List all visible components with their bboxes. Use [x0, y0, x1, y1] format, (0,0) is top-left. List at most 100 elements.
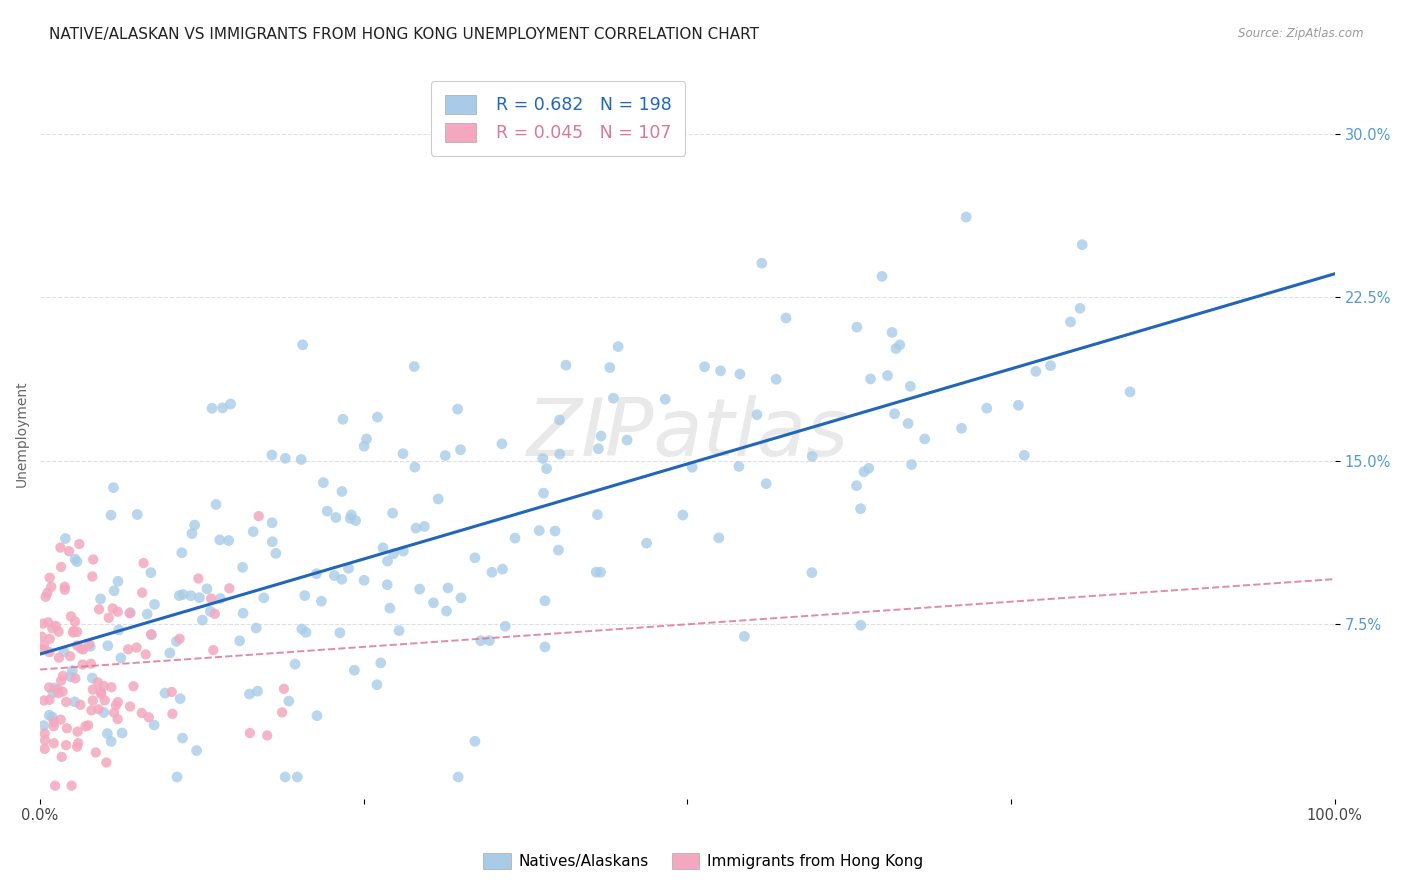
- Point: [66, 739, 89, 754]
- Point: [59, 670, 82, 684]
- Point: [437, 581, 460, 595]
- Point: [491, 562, 513, 576]
- Point: [356, 432, 378, 446]
- Point: [284, 657, 307, 672]
- Point: [62, 625, 84, 640]
- Point: [262, 516, 284, 530]
- Point: [49, 541, 72, 555]
- Point: [353, 574, 375, 588]
- Point: [853, 465, 876, 479]
- Point: [56, 721, 79, 735]
- Point: [84, 746, 107, 760]
- Point: [494, 619, 516, 633]
- Point: [34, 726, 56, 740]
- Point: [264, 546, 287, 560]
- Point: [58, 544, 80, 558]
- Point: [889, 338, 911, 352]
- Point: [172, 731, 194, 745]
- Point: [139, 566, 162, 580]
- Point: [62, 624, 84, 638]
- Point: [330, 572, 353, 586]
- Point: [339, 511, 361, 525]
- Point: [201, 401, 224, 416]
- Point: [450, 442, 472, 457]
- Point: [636, 536, 658, 550]
- Point: [589, 429, 612, 443]
- Point: [69, 698, 91, 712]
- Point: [111, 726, 134, 740]
- Point: [413, 519, 436, 533]
- Point: [343, 663, 366, 677]
- Point: [131, 706, 153, 720]
- Point: [976, 401, 998, 416]
- Point: [312, 475, 335, 490]
- Point: [353, 439, 375, 453]
- Point: [392, 544, 415, 558]
- Point: [77, 718, 100, 732]
- Point: [42, 719, 65, 733]
- Point: [66, 724, 89, 739]
- Point: [39, 580, 62, 594]
- Point: [82, 682, 104, 697]
- Point: [914, 432, 936, 446]
- Point: [90, 687, 112, 701]
- Point: [107, 712, 129, 726]
- Point: [38, 708, 60, 723]
- Point: [330, 484, 353, 499]
- Point: [67, 736, 90, 750]
- Point: [950, 421, 973, 435]
- Point: [49, 673, 72, 688]
- Point: [77, 637, 100, 651]
- Point: [316, 504, 339, 518]
- Point: [38, 645, 60, 659]
- Point: [153, 686, 176, 700]
- Point: [49, 560, 72, 574]
- Point: [531, 451, 554, 466]
- Point: [59, 609, 82, 624]
- Point: [332, 412, 354, 426]
- Point: [599, 360, 621, 375]
- Point: [534, 594, 557, 608]
- Point: [75, 719, 97, 733]
- Point: [291, 338, 314, 352]
- Point: [260, 448, 283, 462]
- Point: [1071, 237, 1094, 252]
- Text: NATIVE/ALASKAN VS IMMIGRANTS FROM HONG KONG UNEMPLOYMENT CORRELATION CHART: NATIVE/ALASKAN VS IMMIGRANTS FROM HONG K…: [49, 27, 759, 42]
- Point: [340, 508, 363, 522]
- Point: [884, 342, 907, 356]
- Point: [162, 706, 184, 721]
- Point: [404, 460, 426, 475]
- Point: [100, 508, 122, 523]
- Point: [209, 591, 232, 606]
- Point: [707, 531, 730, 545]
- Point: [37, 586, 59, 600]
- Point: [82, 569, 104, 583]
- Point: [70, 641, 93, 656]
- Point: [104, 698, 127, 713]
- Point: [82, 552, 104, 566]
- Point: [1007, 398, 1029, 412]
- Point: [295, 625, 318, 640]
- Point: [371, 541, 394, 555]
- Point: [271, 706, 294, 720]
- Point: [34, 742, 56, 756]
- Point: [239, 726, 262, 740]
- Point: [273, 681, 295, 696]
- Point: [107, 695, 129, 709]
- Point: [72, 657, 94, 672]
- Point: [46, 682, 69, 697]
- Point: [180, 589, 202, 603]
- Point: [898, 379, 921, 393]
- Point: [127, 508, 149, 522]
- Point: [62, 664, 84, 678]
- Point: [200, 604, 222, 618]
- Point: [589, 565, 612, 579]
- Point: [34, 590, 56, 604]
- Point: [290, 452, 312, 467]
- Point: [219, 397, 242, 411]
- Point: [87, 702, 110, 716]
- Point: [41, 621, 63, 635]
- Point: [107, 605, 129, 619]
- Point: [32, 693, 55, 707]
- Point: [256, 729, 278, 743]
